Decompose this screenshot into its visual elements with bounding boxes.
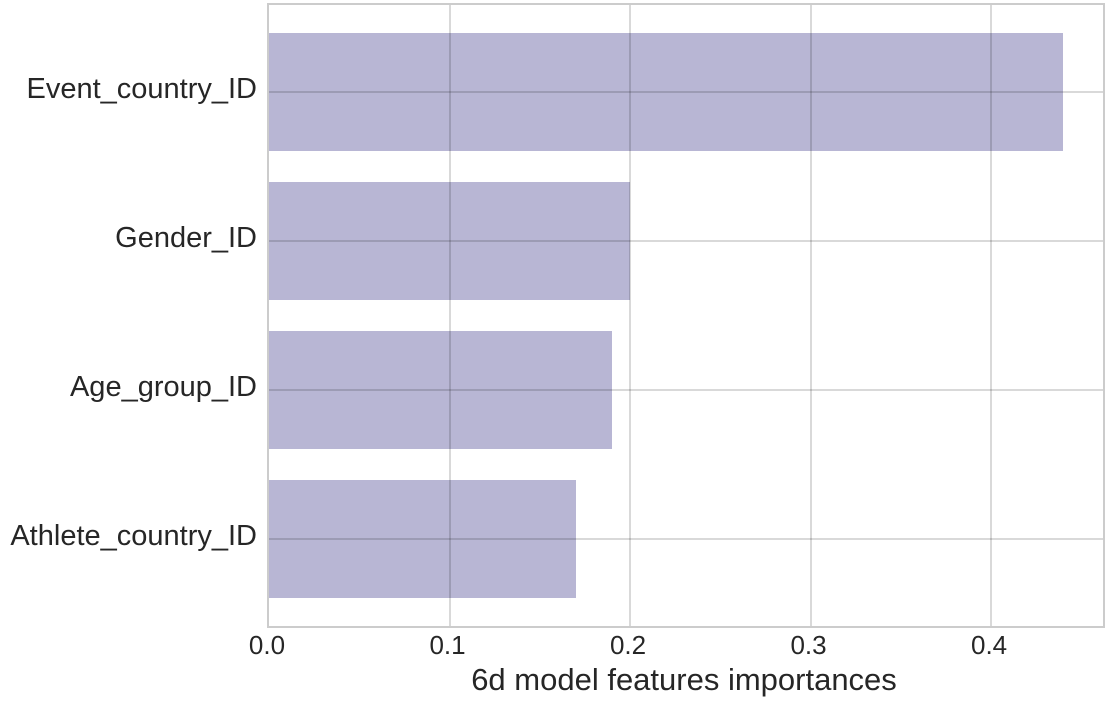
x-tick-label: 0.1 [429, 630, 466, 660]
x-axis-title: 6d model features importances [471, 662, 897, 697]
x-tick-label: 0.0 [248, 630, 286, 660]
x-tick-label: 0.3 [790, 630, 827, 660]
horizontal-gridline [269, 538, 1103, 541]
x-tick-label: 0.4 [970, 630, 1008, 660]
vertical-gridline [809, 5, 812, 626]
y-tick-label: Athlete_country_ID [10, 520, 257, 553]
horizontal-gridline [269, 90, 1103, 93]
x-tick-label: 0.2 [609, 630, 647, 660]
y-tick-label: Age_group_ID [69, 371, 257, 404]
horizontal-gridline [269, 389, 1103, 392]
horizontal-gridline [269, 239, 1103, 242]
vertical-gridline [448, 5, 451, 626]
y-tick-label: Event_country_ID [26, 72, 257, 105]
plot-area [267, 3, 1105, 628]
vertical-gridline [629, 5, 632, 626]
y-tick-label: Gender_ID [115, 222, 257, 255]
vertical-gridline [990, 5, 993, 626]
